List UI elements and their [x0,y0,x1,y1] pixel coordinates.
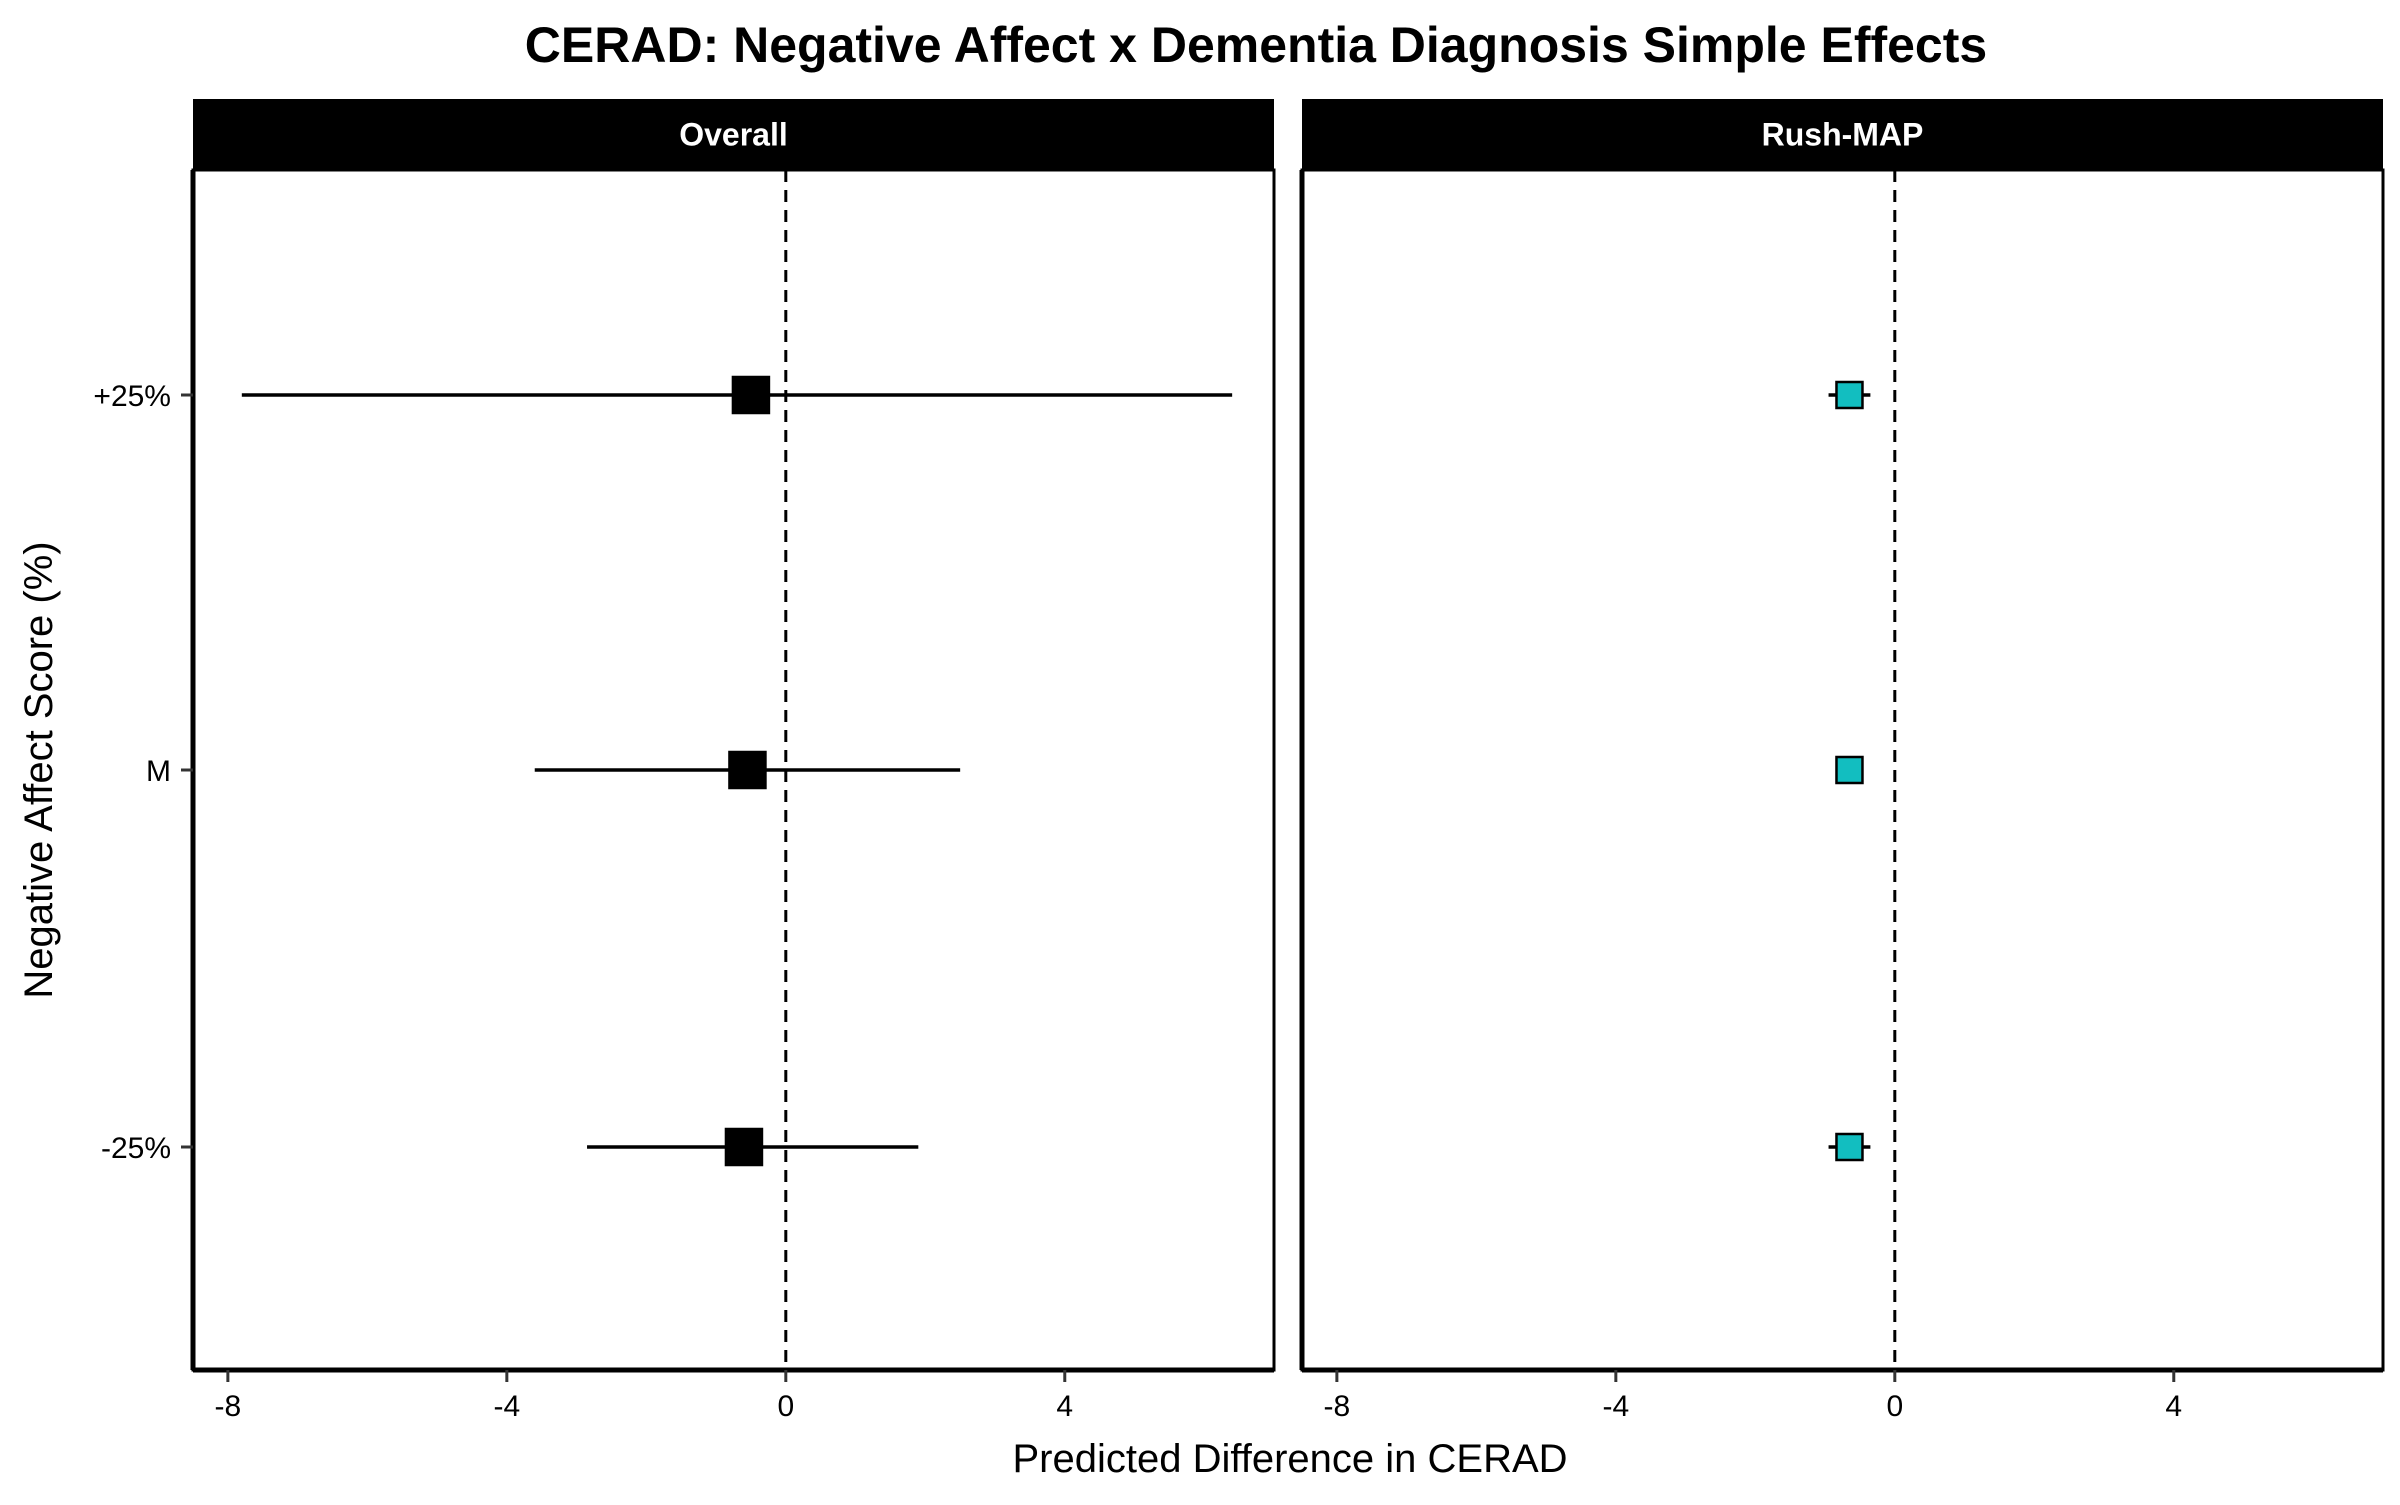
point-marker [1835,755,1864,785]
x-tick-label: 0 [1886,1390,1903,1423]
x-tick-label: 0 [777,1390,794,1423]
chart-title: CERAD: Negative Affect x Dementia Diagno… [525,17,1987,73]
panels-layer: Overall -8 -4 0 4 +25% M -25% Rush-MAP -8 -4 0 4 [93,99,2385,1423]
panel-strip [1302,99,2383,170]
x-tick-label: -8 [1324,1390,1351,1423]
point-marker [724,1127,764,1167]
x-tick-label: 4 [1056,1390,1073,1423]
panel-overall: Overall -8 -4 0 4 +25% M -25% [93,99,1276,1423]
point-marker [1835,1132,1864,1162]
panel-rush-map: Rush-MAP -8 -4 0 4 [1299,99,2385,1423]
y-tick-label: -25% [101,1132,171,1165]
y-tick-label: +25% [93,380,171,413]
point-marker [731,375,771,415]
x-tick-label: -4 [1602,1390,1629,1423]
point-marker [1835,380,1864,410]
x-tick-label: 4 [2165,1390,2182,1423]
panel-strip-label: Overall [679,117,788,153]
panel-strip-label: Rush-MAP [1762,117,1924,153]
y-tick-label: M [146,755,171,788]
x-tick-label: -4 [493,1390,520,1423]
x-tick-label: -8 [215,1390,242,1423]
point-marker [728,750,767,790]
x-axis-title: Predicted Difference in CERAD [1012,1437,1567,1481]
y-axis-title: Negative Affect Score (%) [17,541,61,998]
panel-strip [193,99,1274,170]
